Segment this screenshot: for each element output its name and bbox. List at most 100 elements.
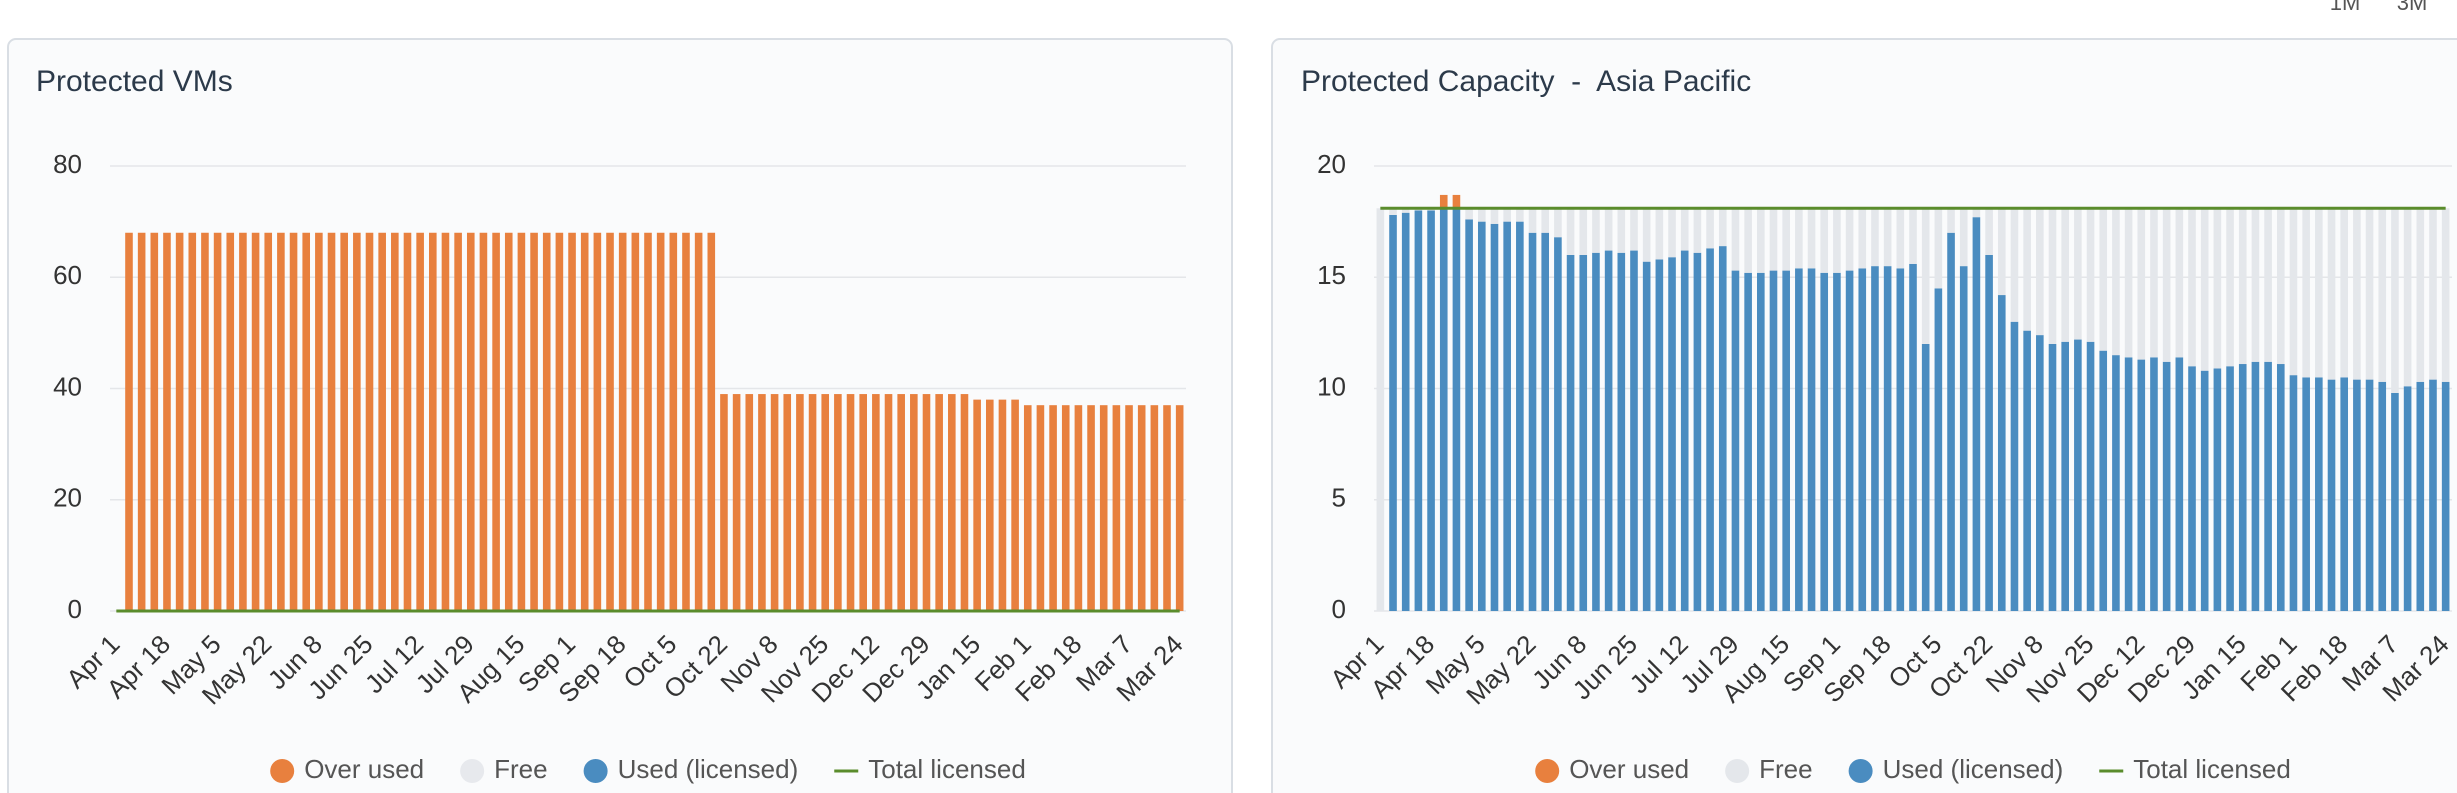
bar xyxy=(1477,221,1486,611)
bar xyxy=(1541,232,1550,611)
bar xyxy=(1655,208,1664,260)
bar xyxy=(1150,405,1159,611)
bar xyxy=(1036,405,1045,611)
bar xyxy=(315,232,323,611)
bar xyxy=(2403,386,2412,611)
bar xyxy=(2378,381,2387,611)
bar xyxy=(1125,405,1133,611)
legend-symbol xyxy=(270,759,295,783)
bar xyxy=(1693,252,1702,611)
bar xyxy=(1554,237,1562,611)
bar xyxy=(1604,250,1613,612)
bar xyxy=(2150,357,2158,611)
range-button[interactable]: 3M xyxy=(2397,0,2428,15)
bar xyxy=(2023,208,2031,331)
bar xyxy=(644,232,652,611)
panel-title: Protected VMs xyxy=(36,65,233,98)
bar xyxy=(1896,208,1905,269)
bar xyxy=(593,232,602,611)
bar xyxy=(2441,381,2450,611)
bar xyxy=(175,232,184,611)
bar xyxy=(1769,208,1778,271)
bar xyxy=(2023,330,2031,611)
bar xyxy=(1011,399,1019,611)
bar xyxy=(1477,208,1486,222)
bar xyxy=(783,394,792,611)
bar xyxy=(1579,255,1588,611)
bar xyxy=(1782,208,1790,271)
bar xyxy=(2188,366,2196,611)
bar xyxy=(2175,357,2184,611)
bar xyxy=(1921,208,1930,344)
bar xyxy=(1972,208,1981,218)
bar xyxy=(834,394,842,611)
bar xyxy=(1833,208,1841,273)
bar xyxy=(1959,208,1968,267)
bar xyxy=(1921,344,1930,611)
bar xyxy=(239,232,247,611)
bar xyxy=(1490,223,1499,611)
bar xyxy=(1896,268,1905,611)
bar xyxy=(1820,208,1829,273)
bar xyxy=(391,232,399,611)
bar xyxy=(264,232,273,611)
bar xyxy=(1871,266,1879,611)
bar xyxy=(2429,208,2437,380)
bar xyxy=(1389,214,1397,611)
bar xyxy=(1414,210,1423,611)
bar xyxy=(1490,208,1499,224)
bar xyxy=(1023,405,1032,611)
bar xyxy=(2162,208,2171,362)
bar xyxy=(2264,361,2272,611)
bar xyxy=(1465,219,1473,611)
bar xyxy=(1503,208,1511,222)
bar xyxy=(1579,208,1588,255)
bar xyxy=(1782,270,1790,611)
bar xyxy=(2238,208,2247,365)
bar xyxy=(251,232,260,611)
bar xyxy=(821,394,830,611)
bar xyxy=(580,232,589,611)
bar xyxy=(1049,405,1057,611)
bar xyxy=(1668,257,1676,611)
y-tick-label: 40 xyxy=(53,371,82,401)
bar xyxy=(884,394,893,611)
bar xyxy=(2302,377,2310,611)
bar xyxy=(1528,208,1537,233)
bar xyxy=(1427,210,1435,611)
bar xyxy=(2315,208,2323,378)
bar xyxy=(517,232,526,611)
bar xyxy=(2441,208,2450,382)
bar xyxy=(1997,208,2006,296)
bar xyxy=(872,394,880,611)
bar xyxy=(1858,208,1867,269)
bar xyxy=(1972,217,1981,612)
bar xyxy=(732,394,741,611)
bar xyxy=(2391,392,2399,611)
bar xyxy=(935,394,943,611)
bar xyxy=(1718,208,1727,247)
bar xyxy=(1744,272,1752,611)
bar xyxy=(289,232,298,611)
bar xyxy=(1909,263,1917,611)
bar xyxy=(1516,221,1524,611)
bar xyxy=(1909,208,1917,264)
bar xyxy=(1934,208,1943,289)
bar xyxy=(542,232,551,611)
bar xyxy=(340,232,348,611)
range-button[interactable]: 1M xyxy=(2330,0,2361,15)
y-tick-label: 20 xyxy=(1317,149,1346,179)
bar xyxy=(2276,208,2285,365)
bar xyxy=(2137,359,2146,611)
bar xyxy=(1401,212,1410,611)
bar xyxy=(1731,270,1740,611)
bar xyxy=(2289,375,2298,611)
bar xyxy=(846,394,855,611)
bar xyxy=(2213,208,2222,369)
bar xyxy=(416,232,424,611)
bar xyxy=(1592,208,1600,253)
bar xyxy=(2340,377,2349,611)
bar xyxy=(1757,208,1765,273)
bar xyxy=(1376,208,1385,611)
